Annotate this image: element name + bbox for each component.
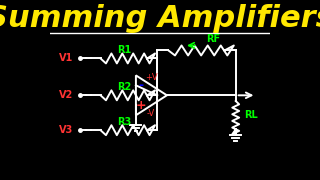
Text: RF: RF xyxy=(207,33,221,44)
Text: R1: R1 xyxy=(117,46,131,55)
Text: +V: +V xyxy=(145,73,157,82)
Text: R3: R3 xyxy=(117,117,131,127)
Text: R2: R2 xyxy=(117,82,131,92)
Text: V1: V1 xyxy=(59,53,73,63)
Text: Summing Amplifiers: Summing Amplifiers xyxy=(0,4,320,33)
Text: +: + xyxy=(136,99,147,112)
Text: V2: V2 xyxy=(59,90,73,100)
Text: -: - xyxy=(139,79,144,92)
Text: RL: RL xyxy=(244,110,258,120)
Text: V3: V3 xyxy=(59,125,73,135)
Text: -V: -V xyxy=(147,109,155,118)
